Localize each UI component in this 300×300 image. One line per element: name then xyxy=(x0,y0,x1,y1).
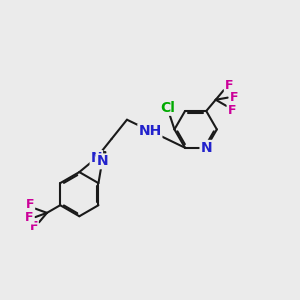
Text: N: N xyxy=(91,151,102,165)
Text: N: N xyxy=(200,141,212,155)
Text: F: F xyxy=(225,80,233,92)
Text: F: F xyxy=(227,104,236,117)
Text: F: F xyxy=(26,198,34,211)
Text: F: F xyxy=(25,211,34,224)
Text: NH: NH xyxy=(138,124,161,139)
Text: N: N xyxy=(96,154,108,168)
Text: F: F xyxy=(29,220,38,233)
Text: Cl: Cl xyxy=(160,101,175,115)
Text: F: F xyxy=(230,91,238,104)
